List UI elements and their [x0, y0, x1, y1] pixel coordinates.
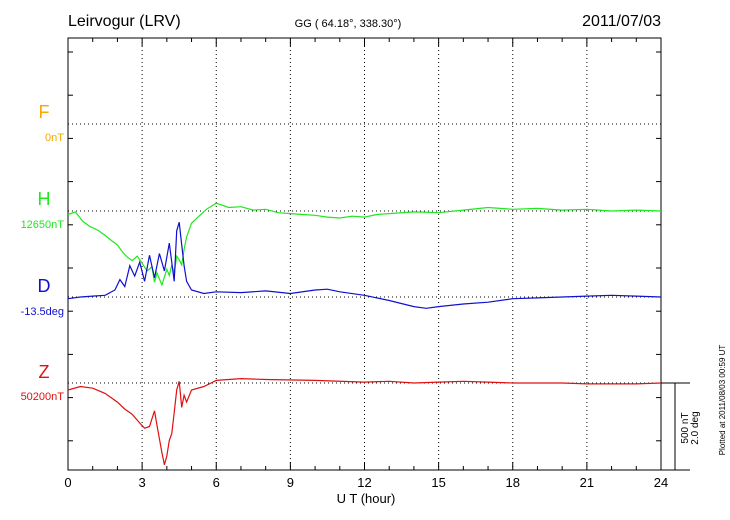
series-line-z: [67, 377, 662, 465]
x-tick-label: 15: [431, 475, 445, 490]
x-tick-label: 9: [287, 475, 294, 490]
x-tick-labels: 0 3 6 9 12 15 18 21 24: [64, 475, 668, 490]
scale-bar: 500 nT 2.0 deg: [661, 382, 701, 471]
x-tick-label: 24: [654, 475, 668, 490]
series-name-h: H: [38, 189, 51, 209]
scale-label-deg: 2.0 deg: [690, 411, 701, 444]
chart-title: Leirvogur (LRV): [68, 13, 181, 30]
series-name-z: Z: [39, 362, 50, 382]
x-tick-label: 21: [580, 475, 594, 490]
series-line-h: [67, 202, 662, 287]
chart-date: 2011/07/03: [582, 13, 661, 30]
series-name-f: F: [39, 102, 50, 122]
plotted-at-footer: Plotted at 2011/08/03 00:59 UT: [718, 345, 727, 456]
series-baseline-z: 50200nT: [21, 391, 65, 403]
x-tick-label: 6: [213, 475, 220, 490]
series-line-d: [67, 222, 662, 309]
x-tick-label: 18: [506, 475, 520, 490]
chart-subtitle: GG ( 64.18°, 338.30°): [295, 18, 402, 30]
scale-label-nt: 500 nT: [680, 412, 691, 443]
x-axis-label: U T (hour): [337, 491, 396, 506]
series-baseline-h: 12650nT: [21, 219, 65, 231]
series-labels: F 0nT H 12650nT D -13.5deg Z 50200nT: [21, 102, 65, 403]
series-lines: [67, 202, 662, 465]
grid-lines: [68, 38, 661, 470]
series-baseline-f: 0nT: [45, 132, 64, 144]
axis-ticks: [67, 38, 662, 470]
x-tick-label: 3: [139, 475, 146, 490]
series-baseline-d: -13.5deg: [21, 306, 64, 318]
series-name-d: D: [38, 276, 51, 296]
x-tick-label: 0: [64, 475, 71, 490]
x-tick-label: 12: [357, 475, 371, 490]
